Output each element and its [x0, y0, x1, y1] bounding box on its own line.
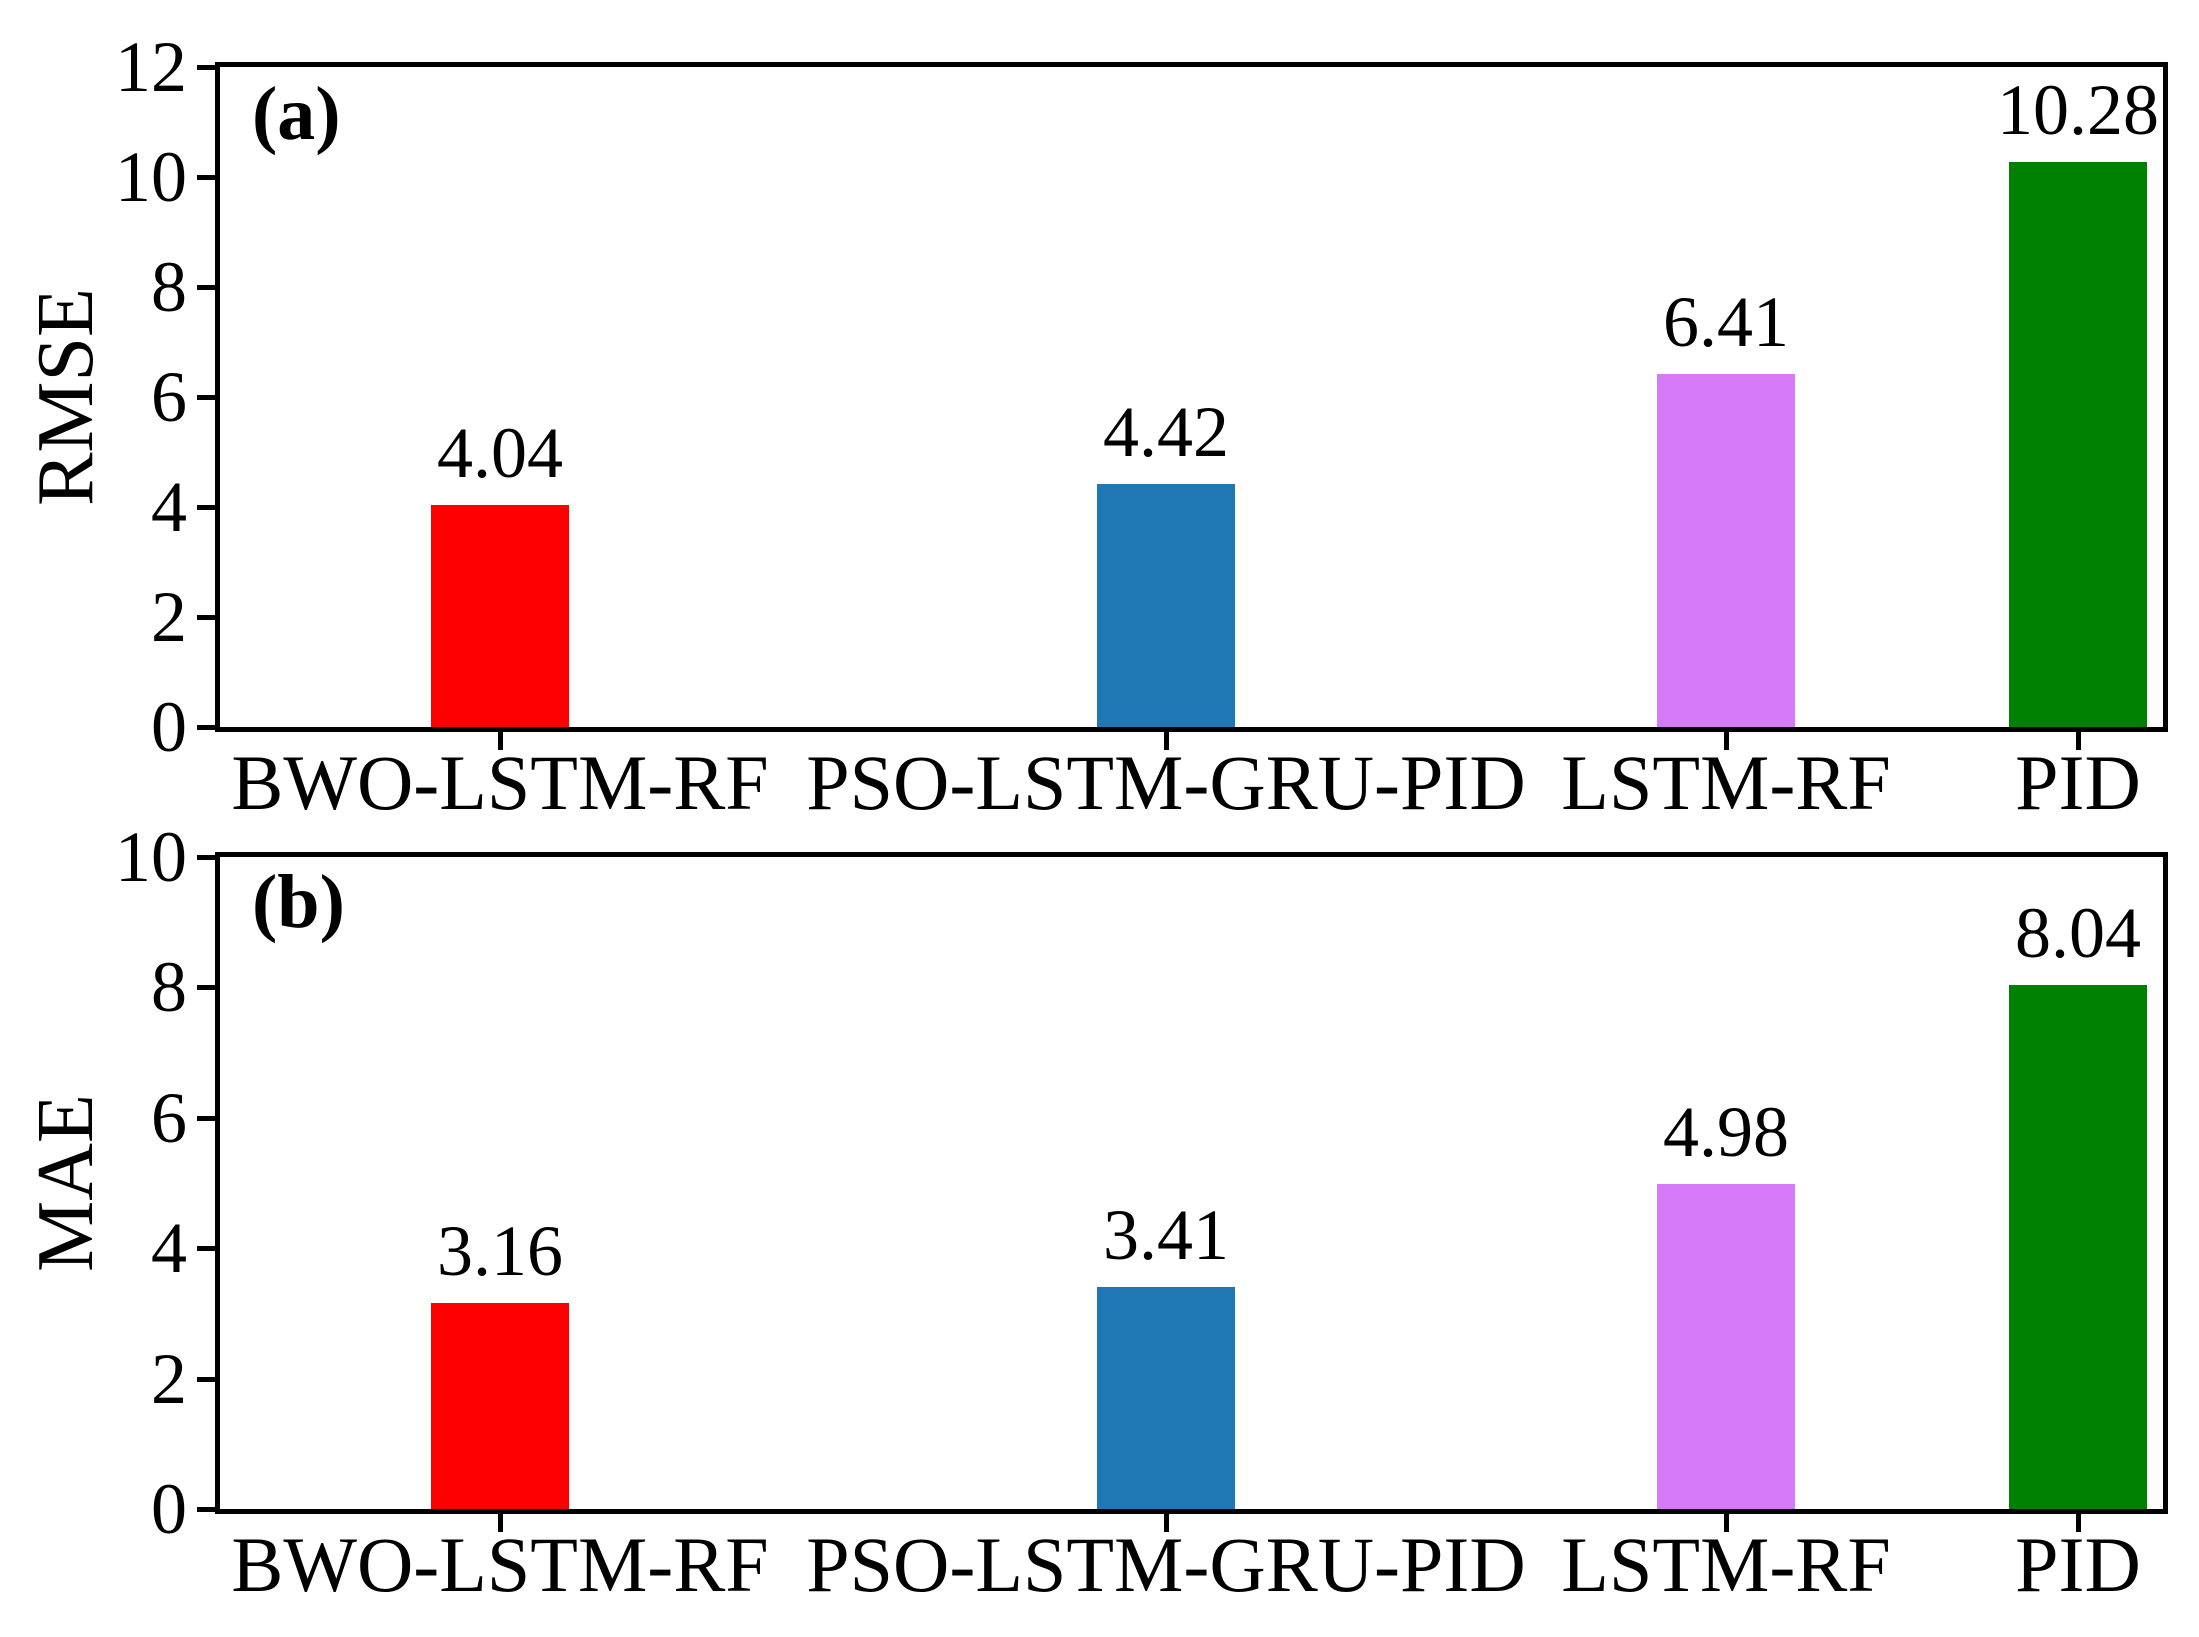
- y-tick: [197, 395, 215, 400]
- x-category-label: LSTM-RF: [1561, 739, 1891, 826]
- y-tick: [197, 175, 215, 180]
- y-tick-label: 0: [151, 687, 187, 767]
- x-category-label: LSTM-RF: [1561, 1521, 1891, 1608]
- bar-value-label: 4.04: [437, 413, 563, 493]
- x-tick: [1724, 1514, 1729, 1532]
- y-tick-label: 10: [115, 137, 187, 217]
- y-tick: [197, 725, 215, 730]
- bar-value-label: 3.16: [437, 1211, 563, 1291]
- y-tick-label: 12: [115, 27, 187, 107]
- bar-value-label: 10.28: [1997, 70, 2159, 150]
- x-category-label: PSO-LSTM-GRU-PID: [806, 739, 1526, 826]
- x-tick: [498, 1514, 503, 1532]
- bar-pso-lstm-gru-pid: [1097, 484, 1235, 727]
- y-tick-label: 6: [151, 357, 187, 437]
- x-category-label: PID: [2015, 1521, 2141, 1608]
- y-tick: [197, 855, 215, 860]
- y-tick-label: 8: [151, 247, 187, 327]
- x-category-label: PSO-LSTM-GRU-PID: [806, 1521, 1526, 1608]
- y-tick: [197, 285, 215, 290]
- x-tick: [2076, 1514, 2081, 1532]
- x-tick: [1164, 732, 1169, 750]
- bar-pid: [2009, 162, 2147, 727]
- plot-area-panel-b: [215, 852, 2168, 1514]
- y-tick-label: 2: [151, 577, 187, 657]
- x-tick: [2076, 732, 2081, 750]
- y-tick-label: 6: [151, 1078, 187, 1158]
- y-tick: [197, 1377, 215, 1382]
- bar-pso-lstm-gru-pid: [1097, 1287, 1235, 1509]
- bar-value-label: 4.42: [1103, 392, 1229, 472]
- y-tick-label: 10: [115, 817, 187, 897]
- panel-letter-b: (b): [252, 860, 345, 944]
- y-tick: [197, 1246, 215, 1251]
- bar-value-label: 3.41: [1103, 1195, 1229, 1275]
- x-tick: [498, 732, 503, 750]
- y-tick-label: 4: [151, 467, 187, 547]
- panel-letter-a: (a): [252, 72, 341, 156]
- x-category-label: PID: [2015, 739, 2141, 826]
- y-tick-label: 8: [151, 947, 187, 1027]
- x-tick: [1164, 1514, 1169, 1532]
- y-tick: [197, 1507, 215, 1512]
- bar-lstm-rf: [1657, 374, 1795, 727]
- x-category-label: BWO-LSTM-RF: [231, 1521, 769, 1608]
- y-tick-label: 4: [151, 1208, 187, 1288]
- y-tick-label: 2: [151, 1339, 187, 1419]
- y-tick: [197, 615, 215, 620]
- y-tick: [197, 1116, 215, 1121]
- bar-value-label: 4.98: [1663, 1092, 1789, 1172]
- bar-pid: [2009, 985, 2147, 1509]
- bar-value-label: 6.41: [1663, 282, 1789, 362]
- x-tick: [1724, 732, 1729, 750]
- x-category-label: BWO-LSTM-RF: [231, 739, 769, 826]
- y-tick: [197, 505, 215, 510]
- bar-lstm-rf: [1657, 1184, 1795, 1509]
- bar-value-label: 8.04: [2015, 893, 2141, 973]
- y-tick: [197, 65, 215, 70]
- y-tick: [197, 985, 215, 990]
- bar-bwo-lstm-rf: [431, 505, 569, 727]
- plot-area-panel-a: [215, 62, 2168, 732]
- y-tick-label: 0: [151, 1469, 187, 1549]
- bar-bwo-lstm-rf: [431, 1303, 569, 1509]
